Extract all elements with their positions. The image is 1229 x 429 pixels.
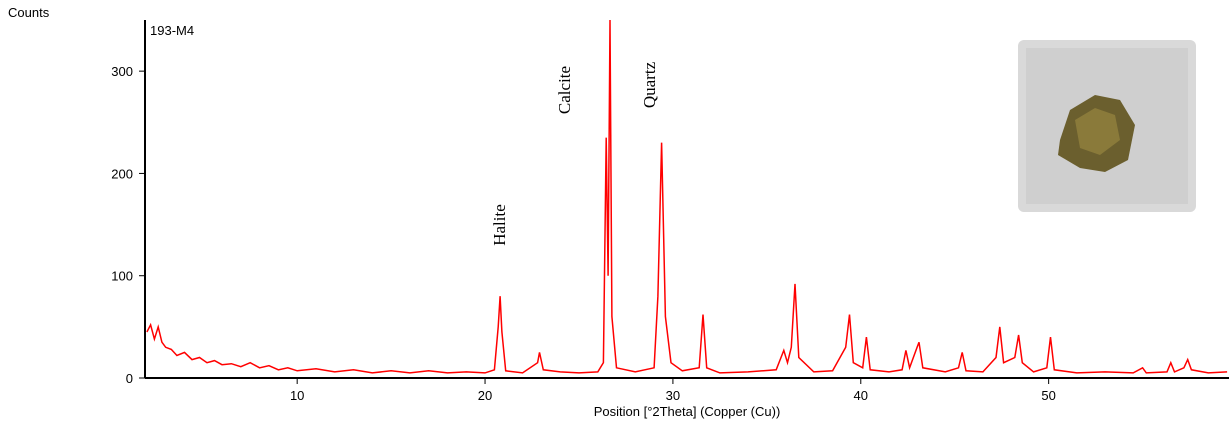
x-tick-label: 30 xyxy=(666,388,680,403)
y-tick-label: 300 xyxy=(111,64,133,79)
x-axis-label: Position [°2Theta] (Copper (Cu)) xyxy=(594,404,781,419)
x-tick-label: 10 xyxy=(290,388,304,403)
x-tick-label: 20 xyxy=(478,388,492,403)
y-tick-label: 200 xyxy=(111,166,133,181)
y-tick-label: 100 xyxy=(111,269,133,284)
peak-annotation: Quartz xyxy=(640,61,659,108)
sample-photo xyxy=(1018,40,1196,212)
y-tick-label: 0 xyxy=(126,371,133,386)
xrd-line xyxy=(146,19,1228,374)
sample-label: 193-M4 xyxy=(150,23,194,38)
y-axis-label: Counts xyxy=(8,5,50,20)
x-tick-label: 40 xyxy=(854,388,868,403)
peak-annotation: Calcite xyxy=(555,66,574,114)
x-tick-label: 50 xyxy=(1041,388,1055,403)
peak-annotation: Halite xyxy=(490,204,509,246)
